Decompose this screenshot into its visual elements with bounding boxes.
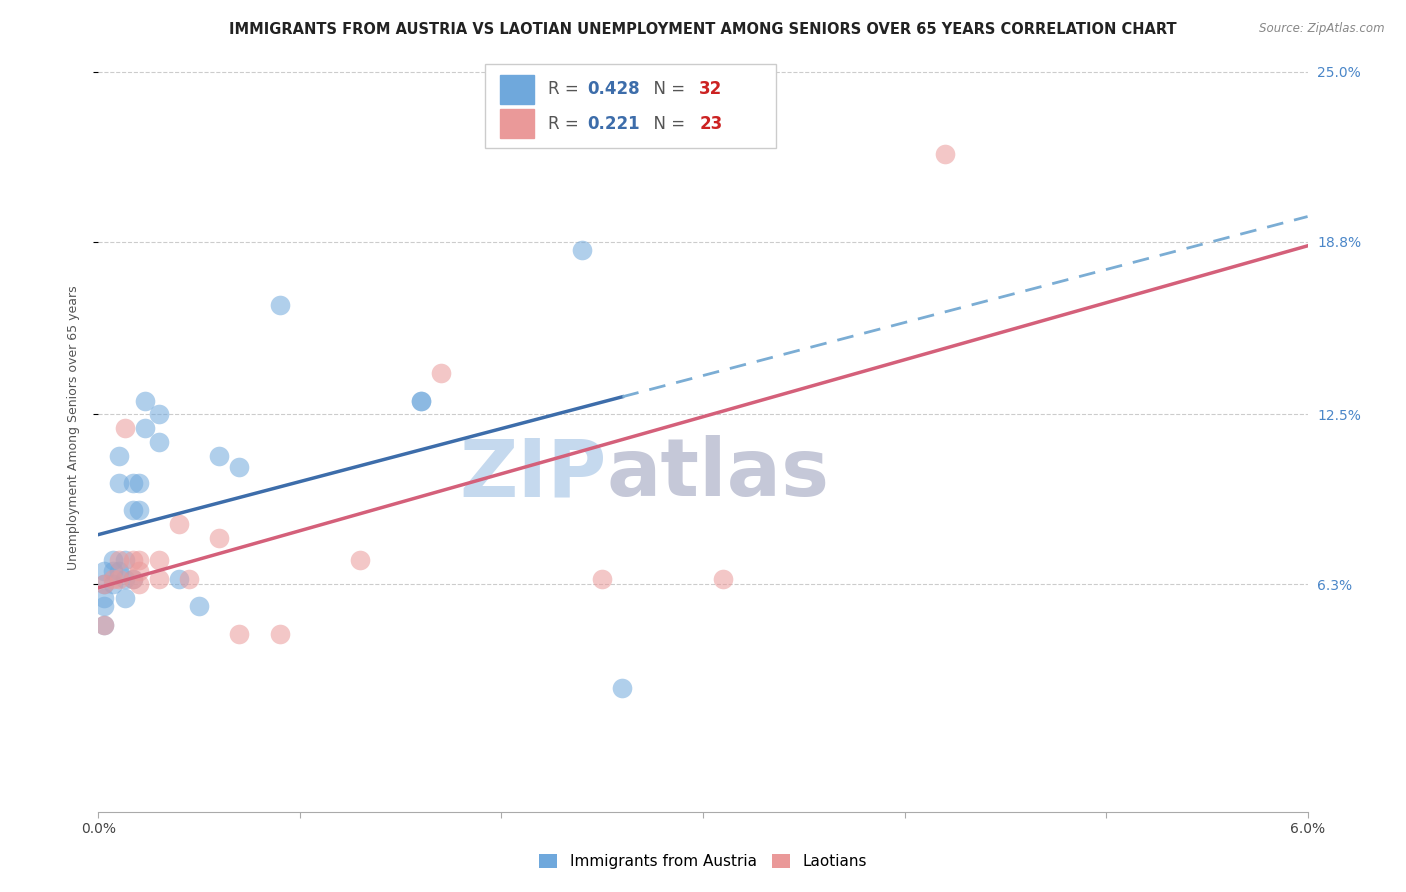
Text: 23: 23 [699,114,723,133]
Point [571,243,593,257]
Point [612,681,634,696]
Point [148,408,170,422]
Point [128,503,150,517]
Point [208,449,231,463]
Text: N =: N = [643,114,690,133]
Point [179,572,201,586]
Point [134,393,156,408]
Point [121,475,143,490]
Y-axis label: Unemployment Among Seniors over 65 years: Unemployment Among Seniors over 65 years [67,285,80,571]
Point [409,393,432,408]
Point [228,459,250,474]
Text: IMMIGRANTS FROM AUSTRIA VS LAOTIAN UNEMPLOYMENT AMONG SENIORS OVER 65 YEARS CORR: IMMIGRANTS FROM AUSTRIA VS LAOTIAN UNEMP… [229,22,1177,37]
Point [134,421,156,435]
Point [167,572,190,586]
Point [430,367,453,381]
Point [114,572,136,586]
Point [101,572,124,586]
Point [93,618,115,632]
Point [93,591,115,605]
Point [128,552,150,566]
Point [934,147,956,161]
Text: N =: N = [643,80,690,98]
Point [148,572,170,586]
FancyBboxPatch shape [501,109,534,138]
Text: 32: 32 [699,80,723,98]
Point [101,552,124,566]
Point [128,475,150,490]
FancyBboxPatch shape [501,75,534,103]
Point [167,517,190,532]
Point [128,577,150,591]
Point [208,531,231,545]
Point [114,421,136,435]
Point [188,599,211,614]
Text: ZIP: ZIP [458,435,606,513]
Point [107,552,129,566]
Point [711,572,734,586]
Text: 0.428: 0.428 [586,80,640,98]
Point [148,434,170,449]
Text: R =: R = [548,114,585,133]
Point [93,577,115,591]
Point [93,599,115,614]
Point [114,552,136,566]
Point [121,572,143,586]
Point [128,564,150,578]
Point [269,298,291,312]
Text: 0.221: 0.221 [586,114,640,133]
Point [93,564,115,578]
Point [93,618,115,632]
Point [107,475,129,490]
Point [121,572,143,586]
Point [148,552,170,566]
Text: atlas: atlas [606,435,830,513]
Point [409,393,432,408]
FancyBboxPatch shape [485,64,776,148]
Point [107,564,129,578]
Point [101,577,124,591]
Text: Source: ZipAtlas.com: Source: ZipAtlas.com [1260,22,1385,36]
Point [121,552,143,566]
Point [228,626,250,640]
Point [107,572,129,586]
Point [591,572,613,586]
Point [101,564,124,578]
Text: R =: R = [548,80,585,98]
Point [269,626,291,640]
Legend: Immigrants from Austria, Laotians: Immigrants from Austria, Laotians [533,848,873,875]
Point [107,449,129,463]
Point [121,503,143,517]
Point [349,552,371,566]
Point [114,591,136,605]
Point [93,577,115,591]
